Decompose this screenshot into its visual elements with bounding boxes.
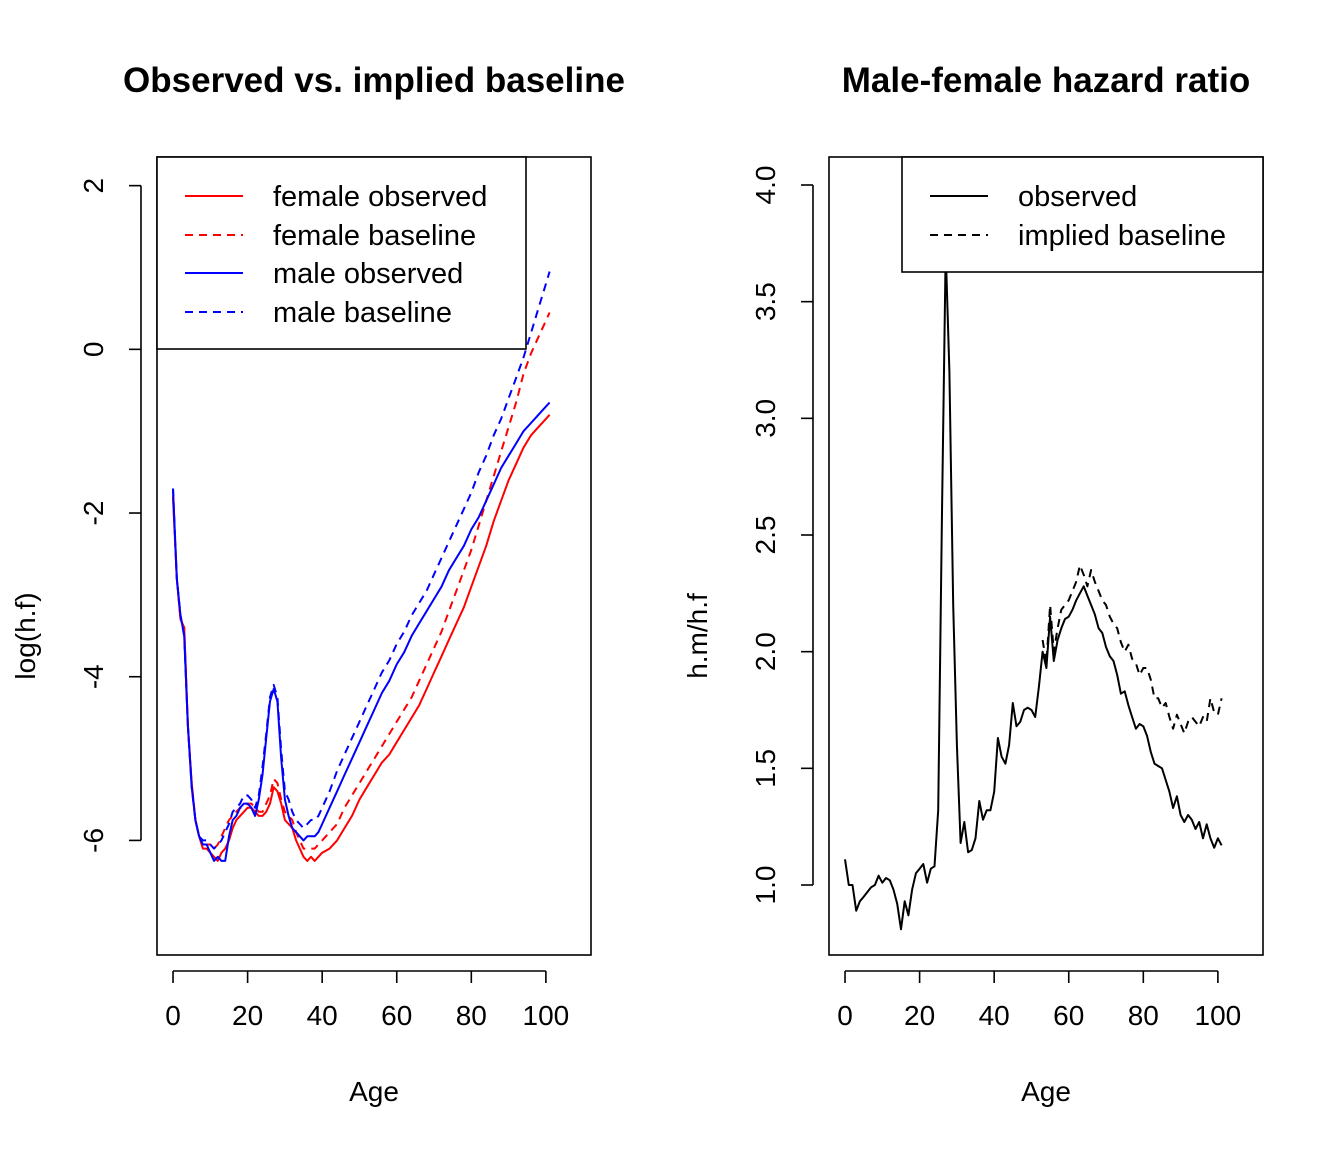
y-tick-label: 4.0	[750, 166, 781, 205]
x-tick-label: 40	[307, 1000, 338, 1031]
legend: observed implied baseline	[901, 156, 1264, 273]
x-tick-label: 40	[979, 1000, 1010, 1031]
legend-entry: observed	[1018, 181, 1137, 213]
x-tick-label: 60	[381, 1000, 412, 1031]
series-line-implied-baseline	[1041, 564, 1223, 735]
x-tick-label: 100	[1195, 1000, 1242, 1031]
x-tick-label: 80	[456, 1000, 487, 1031]
y-axis-label: h.m/h.f	[682, 593, 713, 679]
chart-title: Observed vs. implied baseline	[123, 61, 625, 100]
x-tick-label: 20	[232, 1000, 263, 1031]
legend-box	[156, 156, 527, 350]
series-line-observed	[844, 249, 1223, 931]
y-tick-label: 3.5	[750, 282, 781, 321]
x-tick-label: 20	[904, 1000, 935, 1031]
series-line-male-baseline	[172, 271, 551, 850]
legend: female observed female baseline male obser…	[156, 156, 527, 350]
y-tick-label: 1.0	[750, 866, 781, 905]
y-tick-label: -2	[78, 501, 109, 526]
y-tick-label: 1.5	[750, 749, 781, 788]
chart-panel-2: Male-female hazard ratio 0 20 40 60 80 100 Age 1…	[682, 61, 1264, 1107]
legend-entry: female baseline	[273, 220, 476, 252]
legend-box	[901, 156, 1264, 273]
y-tick-label: -6	[78, 828, 109, 853]
x-axis-label: Age	[349, 1076, 399, 1107]
series-line-female-baseline	[172, 312, 551, 850]
x-tick-label: 80	[1128, 1000, 1159, 1031]
legend-entry: implied baseline	[1018, 220, 1226, 252]
series-group	[844, 249, 1223, 931]
x-tick-label: 0	[837, 1000, 853, 1031]
y-tick-label: 0	[78, 342, 109, 358]
y-tick-label: 2.0	[750, 632, 781, 671]
y-tick-label: 2.5	[750, 516, 781, 555]
legend-entry: female observed	[273, 181, 487, 213]
chart-title: Male-female hazard ratio	[842, 61, 1250, 100]
x-tick-label: 100	[523, 1000, 570, 1031]
x-tick-label: 60	[1053, 1000, 1084, 1031]
series-group	[172, 271, 551, 862]
y-tick-label: 2	[78, 178, 109, 194]
series-line-female-observed	[172, 414, 551, 862]
legend-entry: male observed	[273, 258, 463, 290]
plot-frame	[828, 156, 1264, 956]
legend-entry: male baseline	[273, 297, 452, 329]
series-line-male-observed	[172, 401, 551, 862]
y-axis-label: log(h.f)	[10, 592, 41, 679]
x-axis-label: Age	[1021, 1076, 1071, 1107]
y-tick-label: 3.0	[750, 399, 781, 438]
y-tick-label: -4	[78, 664, 109, 689]
x-tick-label: 0	[165, 1000, 181, 1031]
